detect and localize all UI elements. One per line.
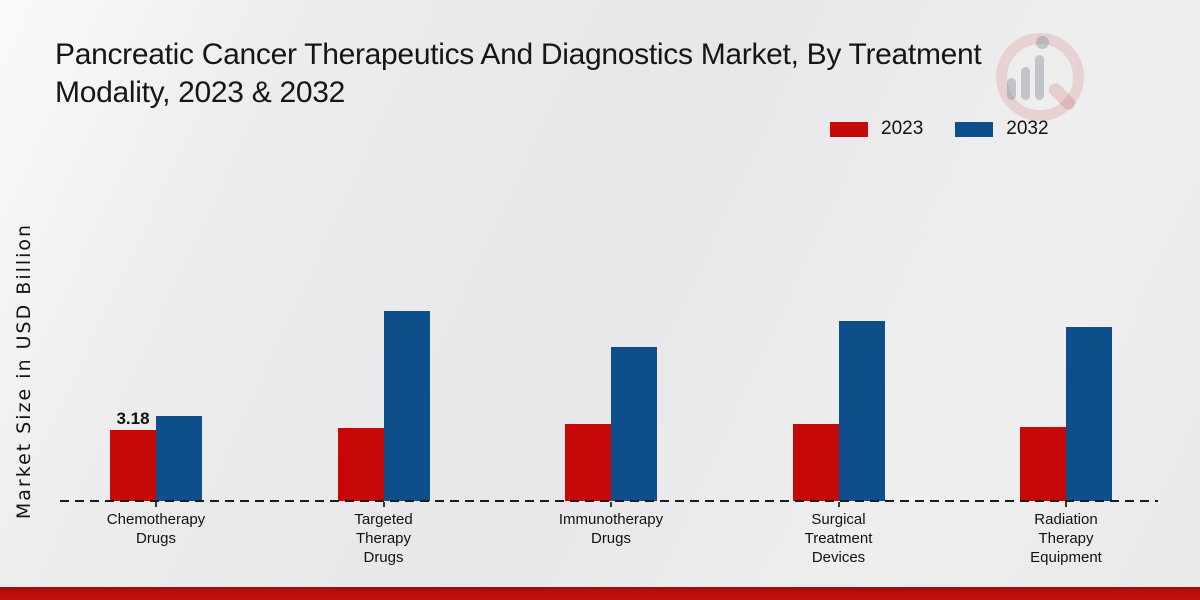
page-title: Pancreatic Cancer Therapeutics And Diagn…	[55, 36, 982, 112]
bar-value-label: 3.18	[116, 409, 150, 428]
bar-2032-chemotherapy-drugs	[156, 416, 202, 501]
bar-2023-chemotherapy-drugs	[110, 430, 156, 501]
legend-label: 2032	[1006, 118, 1049, 139]
category-label-chemotherapy-drugs: Chemotherapy Drugs	[106, 511, 206, 547]
logo-bar-icon	[1021, 67, 1030, 100]
title-line-2: Modality, 2023 & 2032	[55, 76, 346, 109]
x-axis-tick	[610, 502, 612, 507]
logo-bar-icon	[1035, 55, 1044, 100]
bar-2032-immunotherapy-drugs	[611, 347, 657, 501]
footer-accent-bar	[0, 587, 1200, 600]
category-label-immunotherapy-drugs: Immunotherapy Drugs	[558, 511, 664, 547]
logo-dot-icon	[1036, 36, 1049, 49]
zero-baseline	[60, 500, 1158, 502]
x-axis-tick	[1065, 502, 1067, 507]
bar-2032-targeted-therapy-drugs	[383, 311, 430, 501]
bar-2032-radiation-therapy-equipment	[1066, 327, 1112, 501]
legend-item-2032: 2032	[955, 118, 1049, 140]
bar-2023-radiation-therapy-equipment	[1020, 427, 1066, 501]
category-label-radiation-therapy-equipment: Radiation Therapy Equipment	[1030, 511, 1102, 566]
legend: 2023 2032	[830, 118, 1049, 140]
legend-label: 2023	[881, 118, 924, 139]
x-axis-tick	[155, 502, 157, 507]
legend-swatch	[830, 121, 868, 137]
bar-2023-targeted-therapy-drugs	[337, 428, 384, 501]
y-axis-label: Market Size in USD Billion	[13, 222, 35, 520]
bar-2032-surgical-treatment-devices	[838, 321, 885, 501]
legend-swatch	[955, 121, 994, 137]
x-axis-tick	[382, 502, 385, 507]
magnifier-ring-icon	[996, 33, 1084, 121]
x-axis-tick	[837, 502, 840, 507]
title-line-1: Pancreatic Cancer Therapeutics And Diagn…	[55, 38, 982, 71]
bar-2023-immunotherapy-drugs	[565, 424, 611, 501]
legend-item-2023: 2023	[830, 118, 923, 140]
category-label-targeted-therapy-drugs: Targeted Therapy Drugs	[354, 511, 413, 566]
logo-bar-icon	[1007, 78, 1016, 100]
bar-2023-surgical-treatment-devices	[792, 424, 839, 501]
category-label-surgical-treatment-devices: Surgical Treatment Devices	[804, 511, 873, 566]
